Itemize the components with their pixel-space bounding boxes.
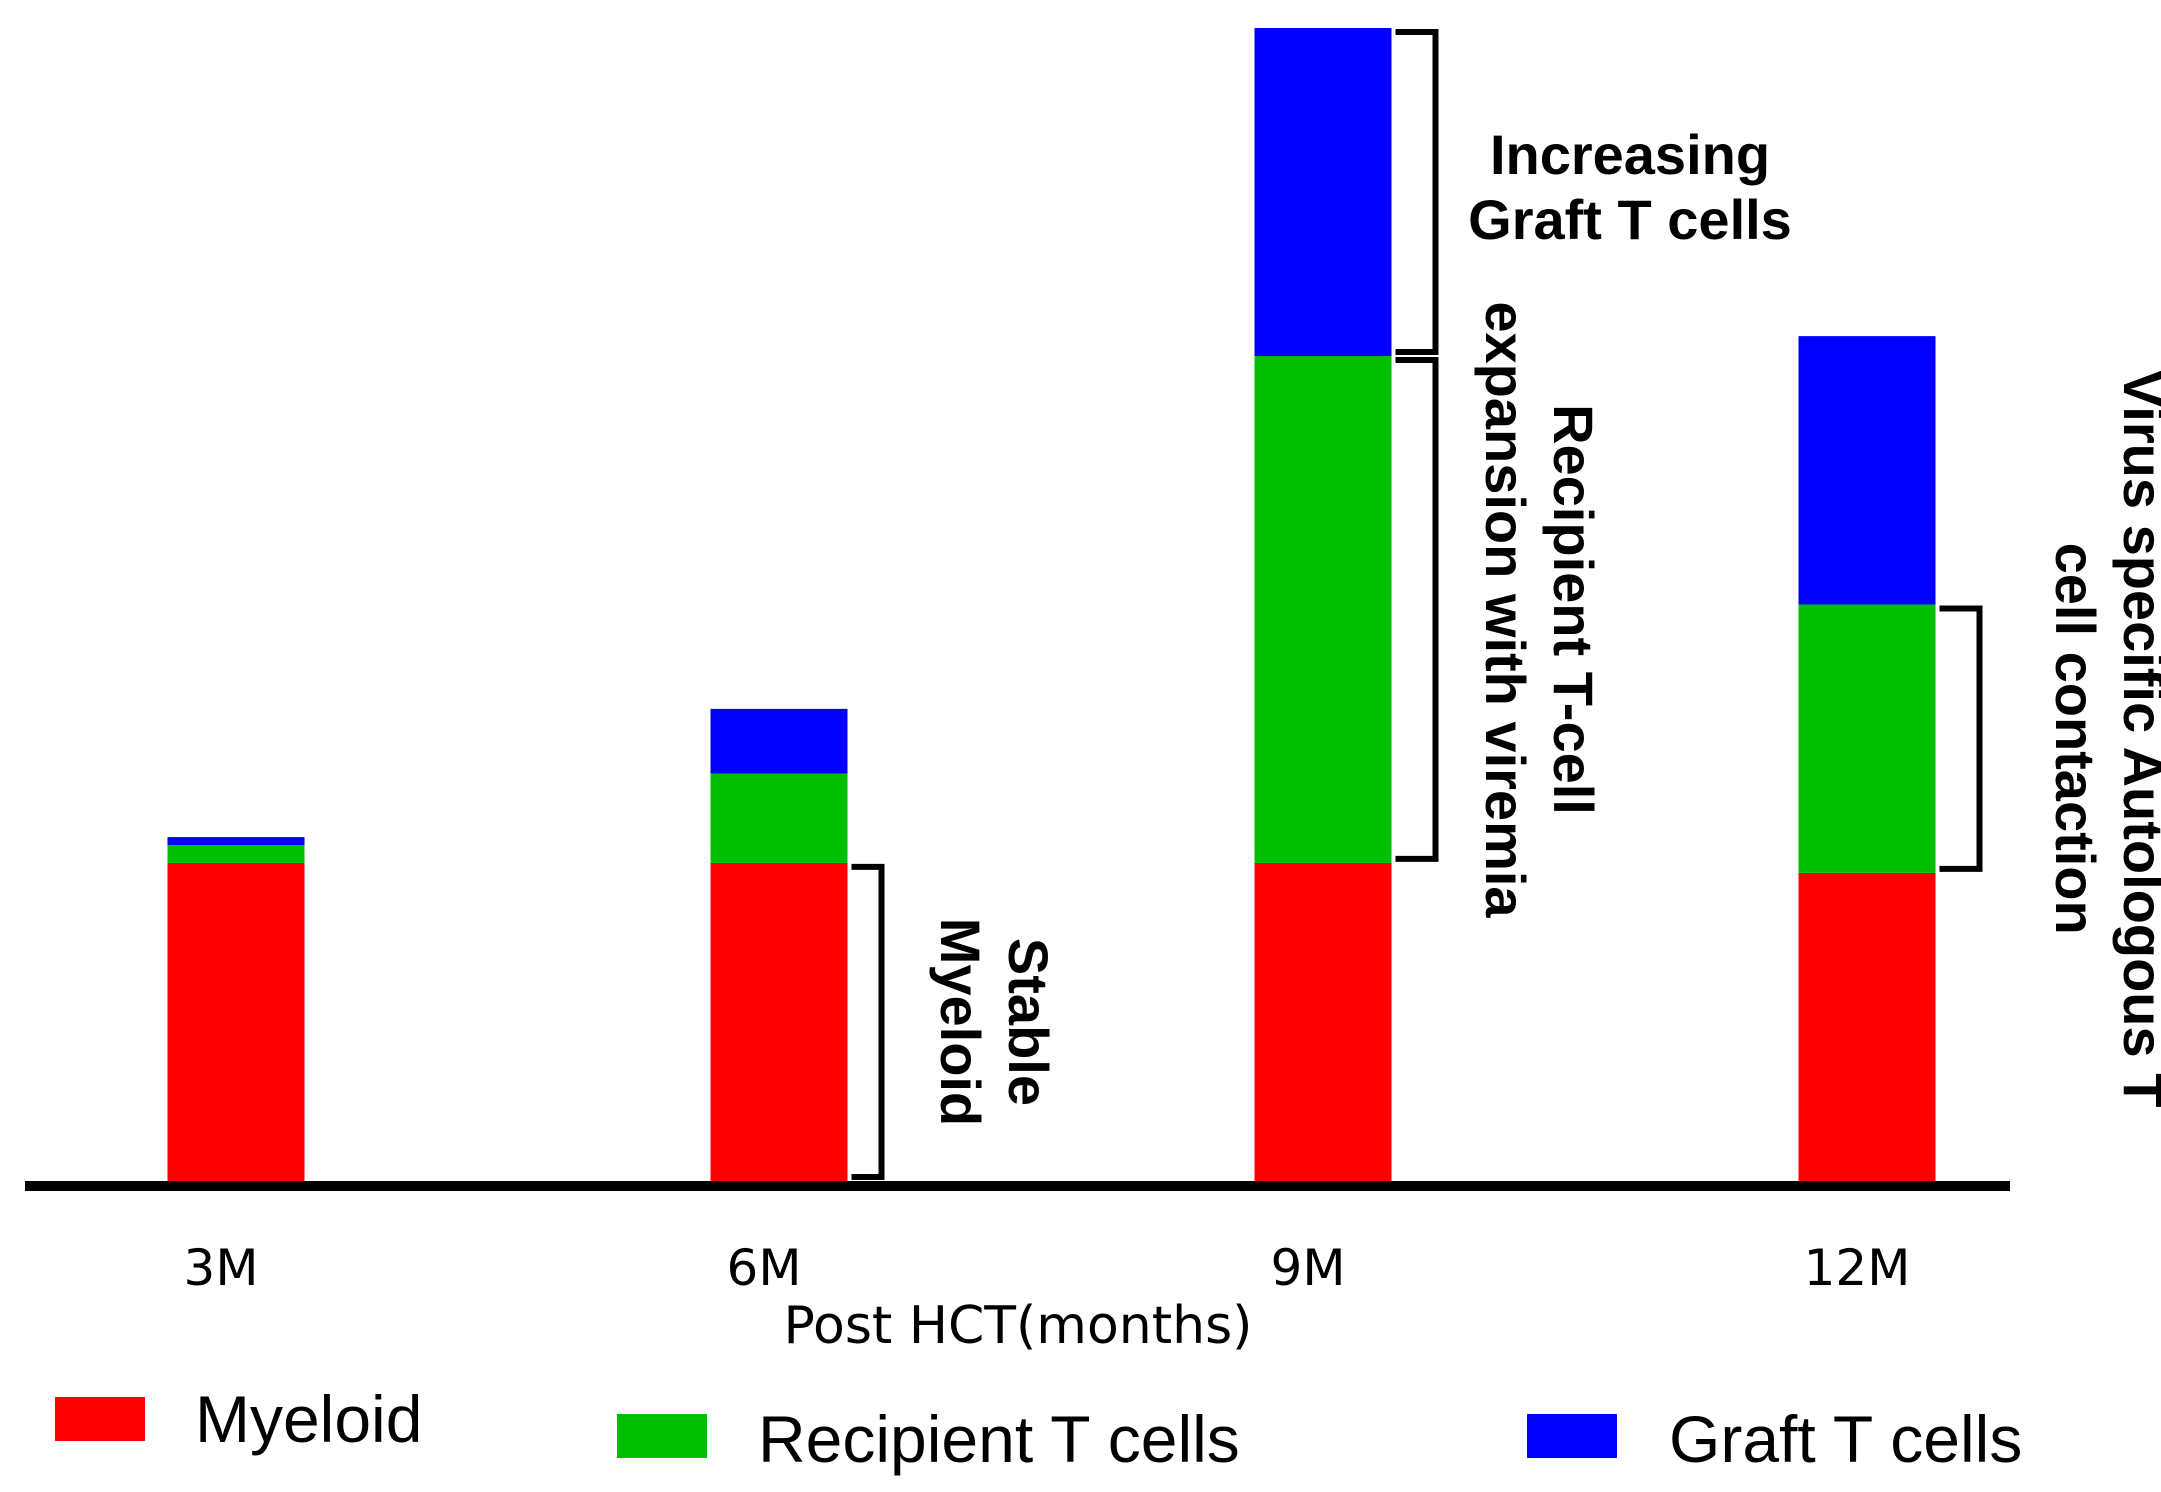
bars-layer	[167, 28, 1936, 1181]
bar-3m-recipient-t-cells	[167, 845, 305, 863]
legend: Myeloid Recipient T cells Graft T cells	[55, 1382, 2022, 1476]
bracket-stable-myeloid	[851, 863, 885, 1180]
bar-6m-graft-t-cells	[710, 708, 848, 774]
legend-label-myeloid: Myeloid	[195, 1382, 422, 1456]
bracket-recipient-expansion	[1395, 357, 1439, 862]
annotation-stable-myeloid-line-1: Stable	[997, 938, 1060, 1106]
bar-6m-recipient-t-cells	[710, 773, 848, 863]
annotation-stable-myeloid-line-2: Myeloid	[929, 918, 992, 1126]
x-tick-label: 12M	[1804, 1239, 1911, 1297]
annotation-virus-contraction-line-2: cell contaction	[2044, 543, 2107, 935]
annotation-recipient-expansion-line-2: expansion with viremia	[1474, 301, 1537, 918]
legend-swatch-recipient-t-cells	[617, 1414, 707, 1458]
x-axis-title: Post HCT(months)	[784, 1296, 1253, 1356]
annotation-recipient-expansion-line-1: Recipient T-cell	[1542, 404, 1605, 815]
legend-label-recipient-t-cells: Recipient T cells	[758, 1402, 1240, 1476]
bar-3m-graft-t-cells	[167, 837, 305, 846]
bar-9m-graft-t-cells	[1254, 28, 1392, 357]
legend-swatch-graft-t-cells	[1527, 1414, 1617, 1458]
legend-swatch-myeloid	[55, 1397, 145, 1441]
bar-3m-myeloid	[167, 862, 305, 1181]
bar-12m-myeloid	[1798, 872, 1936, 1181]
bar-12m-graft-t-cells	[1798, 336, 1936, 605]
bar-9m-recipient-t-cells	[1254, 356, 1392, 863]
annotation-increasing-graft-line-2: Graft T cells	[1468, 188, 1792, 251]
bar-9m-myeloid	[1254, 862, 1392, 1181]
x-tick-labels: 3M 6M 9M 12M	[184, 1239, 1911, 1297]
bracket-virus-contraction	[1939, 605, 1983, 872]
annotation-increasing-graft-line-1: Increasing	[1490, 123, 1770, 186]
legend-label-graft-t-cells: Graft T cells	[1669, 1402, 2022, 1476]
bracket-increasing-graft	[1395, 29, 1439, 356]
x-tick-label: 9M	[1271, 1239, 1346, 1297]
bar-6m-myeloid	[710, 862, 848, 1181]
x-tick-label: 6M	[727, 1239, 802, 1297]
annotation-virus-contraction-line-1: Virus specific Autologous T	[2112, 370, 2161, 1107]
x-tick-label: 3M	[184, 1239, 259, 1297]
bar-12m-recipient-t-cells	[1798, 604, 1936, 873]
